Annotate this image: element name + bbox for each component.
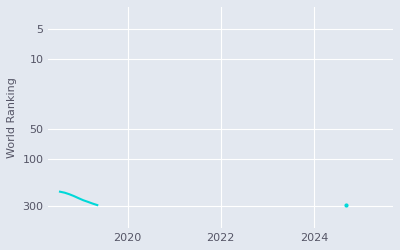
Y-axis label: World Ranking: World Ranking: [7, 77, 17, 158]
